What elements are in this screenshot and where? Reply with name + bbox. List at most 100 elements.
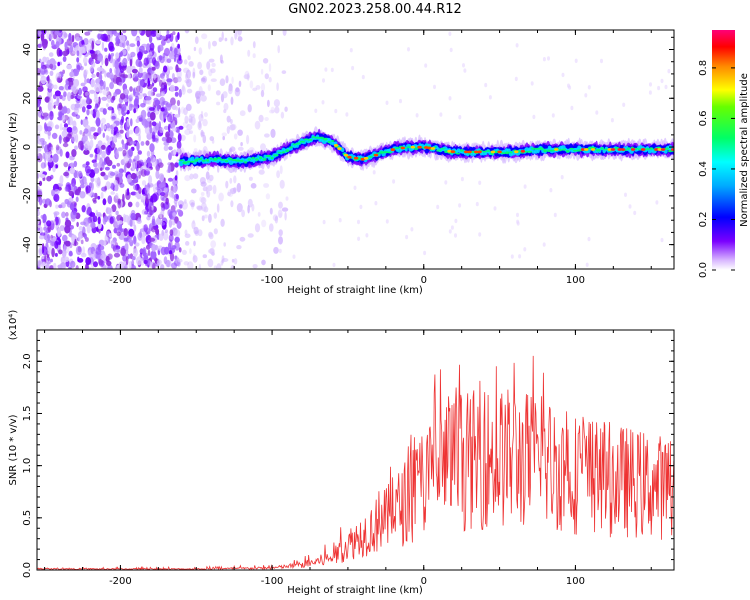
noise-blob [101, 57, 104, 66]
noise-blob [168, 146, 173, 151]
noise-blob [268, 76, 272, 83]
noise-blob [186, 78, 192, 88]
noise-blob [86, 224, 91, 234]
noise-blob [216, 101, 221, 106]
ridge-peak [467, 150, 472, 154]
ridge-mark [644, 148, 651, 151]
noise-blob [176, 148, 181, 153]
noise-blob [106, 145, 111, 156]
noise-blob [478, 232, 482, 237]
noise-blob [186, 123, 193, 131]
noise-blob [64, 225, 71, 234]
noise-blob [460, 176, 464, 182]
noise-blob [104, 70, 107, 78]
noise-blob [198, 263, 202, 269]
snr-y-tick: 1.5 [22, 406, 33, 422]
noise-blob [267, 99, 270, 108]
noise-blob [153, 97, 159, 102]
noise-blob [85, 185, 91, 194]
noise-blob [138, 159, 144, 164]
noise-blob [117, 220, 124, 225]
noise-blob [130, 51, 136, 58]
noise-blob [71, 183, 76, 193]
noise-blob [102, 265, 108, 269]
noise-blob [222, 136, 225, 141]
noise-blob [102, 108, 107, 115]
noise-blob [108, 73, 115, 79]
noise-blob [37, 85, 44, 92]
noise-blob [176, 209, 182, 213]
noise-blob [530, 81, 534, 86]
noise-blob [254, 223, 261, 233]
noise-blob [73, 79, 80, 87]
noise-blob [149, 126, 153, 134]
noise-blob [145, 30, 152, 38]
noise-blob [450, 225, 454, 230]
noise-blob [135, 201, 140, 208]
noise-blob [46, 82, 53, 88]
noise-blob [75, 245, 82, 256]
ridge-mark [212, 158, 218, 161]
noise-blob [115, 52, 120, 59]
noise-blob [279, 213, 282, 218]
noise-blob [198, 47, 203, 55]
noise-blob [207, 84, 211, 92]
noise-blob [664, 84, 668, 90]
noise-blob [127, 73, 131, 79]
noise-blob [104, 57, 109, 67]
noise-blob [97, 146, 102, 156]
noise-blob [113, 135, 117, 143]
noise-blob [49, 63, 54, 69]
noise-blob [138, 84, 143, 94]
noise-blob [176, 76, 182, 83]
noise-blob [276, 170, 280, 179]
noise-blob [47, 224, 51, 232]
noise-blob [170, 122, 176, 129]
noise-blob [130, 212, 136, 221]
noise-blob [229, 177, 233, 184]
noise-blob [600, 58, 603, 64]
noise-blob [71, 34, 75, 43]
noise-blob [119, 93, 126, 100]
noise-blob [78, 87, 83, 96]
noise-blob [81, 106, 86, 113]
noise-blob [111, 115, 116, 120]
noise-blob [158, 162, 164, 169]
noise-blob [106, 122, 111, 129]
noise-blob [292, 254, 296, 259]
ridge-mark [414, 147, 419, 151]
noise-blob [107, 253, 113, 260]
noise-blob [213, 228, 218, 235]
noise-blob [208, 213, 212, 223]
noise-blob [372, 170, 376, 175]
noise-blob [38, 58, 42, 64]
noise-blob [136, 219, 142, 225]
noise-blob [43, 226, 47, 231]
noise-blob [73, 68, 79, 77]
noise-blob [129, 58, 133, 67]
noise-blob [147, 249, 151, 257]
noise-blob [134, 160, 138, 170]
noise-blob [175, 64, 179, 73]
noise-blob [58, 102, 63, 110]
noise-blob [177, 133, 182, 142]
noise-blob [159, 79, 163, 88]
ridge-mark [668, 149, 673, 153]
noise-blob [45, 264, 50, 269]
noise-blob [63, 32, 68, 38]
noise-blob [77, 140, 84, 150]
noise-blob [150, 30, 157, 37]
noise-blob [133, 184, 138, 191]
snr-y-tick: 0.5 [22, 510, 33, 526]
noise-blob [74, 103, 81, 109]
noise-blob [152, 183, 158, 194]
snr-y-tick: 2.0 [22, 353, 33, 369]
noise-blob [260, 143, 266, 151]
ridge-mark [299, 140, 305, 143]
ridge-mark [206, 158, 210, 162]
noise-blob [47, 246, 51, 255]
noise-blob [549, 188, 553, 193]
noise-blob [128, 228, 135, 237]
noise-blob [234, 30, 238, 40]
noise-blob [81, 205, 86, 213]
